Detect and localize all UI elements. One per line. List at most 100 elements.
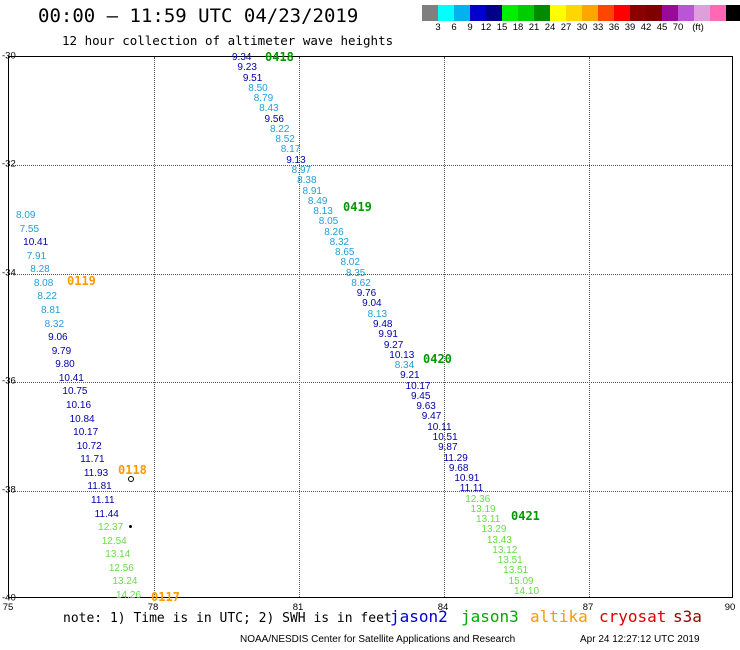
color-scale-tick: 39 bbox=[624, 22, 636, 33]
wave-height-value: 9.45 bbox=[410, 390, 431, 402]
color-swatch bbox=[662, 5, 678, 21]
wave-height-value: 8.32 bbox=[329, 236, 350, 248]
color-scale-tick: 45 bbox=[656, 22, 668, 33]
wave-height-value: 13.11 bbox=[476, 514, 501, 526]
wave-height-value: 8.79 bbox=[253, 93, 274, 105]
wave-height-value: 8.65 bbox=[335, 247, 355, 259]
color-scale-tick: 33 bbox=[592, 22, 604, 33]
latitude-label: -38 bbox=[2, 484, 16, 496]
wave-height-value: 10.17 bbox=[73, 427, 99, 439]
latitude-gridline bbox=[9, 273, 732, 275]
wave-height-value: 9.79 bbox=[51, 345, 72, 357]
wave-height-value: 9.13 bbox=[286, 154, 306, 166]
color-swatch bbox=[710, 5, 726, 21]
wave-height-value: 10.17 bbox=[405, 380, 431, 392]
wave-height-value: 8.13 bbox=[367, 308, 388, 320]
wave-height-value: 10.75 bbox=[62, 386, 88, 398]
legend-cryosat: cryosat bbox=[599, 607, 667, 626]
wave-height-value: 10.91 bbox=[454, 473, 480, 485]
wave-height-value: 12.37 bbox=[98, 522, 124, 534]
wave-height-value: 10.41 bbox=[23, 237, 49, 249]
wave-height-value: 9.51 bbox=[242, 72, 263, 84]
wave-height-value: 12.54 bbox=[101, 535, 127, 547]
wave-height-value: 13.51 bbox=[497, 555, 523, 567]
color-scale-tick: 15 bbox=[496, 22, 508, 33]
wave-height-value: 8.22 bbox=[37, 291, 57, 303]
wave-height-value: 8.09 bbox=[16, 210, 36, 221]
wave-height-value: 13.19 bbox=[470, 503, 496, 515]
color-swatch bbox=[646, 5, 662, 21]
color-swatch bbox=[550, 5, 566, 21]
wave-height-value: 13.51 bbox=[503, 565, 529, 577]
color-swatch bbox=[422, 5, 438, 21]
wave-height-value: 8.22 bbox=[269, 123, 290, 135]
wave-height-value: 11.81 bbox=[87, 481, 112, 493]
color-swatch bbox=[534, 5, 550, 21]
wave-height-value: 9.04 bbox=[362, 298, 382, 310]
wave-height-value: 8.50 bbox=[248, 82, 268, 94]
longitude-label: 78 bbox=[147, 602, 159, 613]
longitude-label: 90 bbox=[724, 602, 736, 613]
wave-height-value: 8.08 bbox=[33, 277, 54, 289]
map-frame bbox=[8, 56, 733, 598]
color-scale-bar bbox=[422, 5, 740, 21]
wave-height-value: 10.16 bbox=[66, 400, 92, 411]
wave-height-value: 9.80 bbox=[55, 359, 75, 371]
color-swatch bbox=[614, 5, 630, 21]
latitude-label: -34 bbox=[2, 267, 16, 279]
latitude-gridline bbox=[9, 165, 732, 167]
wave-height-value: 8.35 bbox=[345, 267, 366, 279]
wave-height-value: 9.87 bbox=[438, 442, 458, 454]
pass-time-label: 0418 bbox=[265, 50, 294, 64]
wave-height-value: 8.97 bbox=[291, 164, 312, 176]
wave-height-value: 11.93 bbox=[83, 467, 109, 479]
wave-height-value: 10.84 bbox=[69, 413, 95, 425]
wave-height-value: 13.12 bbox=[492, 544, 518, 556]
color-scale-tick: 30 bbox=[576, 22, 588, 33]
color-scale-tick: 36 bbox=[608, 22, 620, 33]
wave-height-value: 14.10 bbox=[514, 586, 540, 597]
color-swatch bbox=[470, 5, 486, 21]
wave-height-value: 8.26 bbox=[324, 226, 344, 238]
color-swatch bbox=[726, 5, 740, 21]
pass-time-label: 0119 bbox=[67, 274, 96, 288]
wave-height-value: 10.11 bbox=[427, 421, 452, 433]
color-swatch bbox=[678, 5, 694, 21]
wave-height-value: 9.63 bbox=[416, 401, 436, 413]
color-swatch bbox=[566, 5, 582, 21]
wave-height-value: 7.91 bbox=[26, 250, 47, 262]
wave-height-value: 8.13 bbox=[313, 206, 333, 218]
wave-height-value: 8.81 bbox=[41, 305, 61, 316]
altika-marker bbox=[128, 476, 134, 482]
wave-height-value: 8.32 bbox=[44, 318, 65, 330]
color-swatch bbox=[518, 5, 534, 21]
wave-height-value: 13.43 bbox=[486, 534, 512, 546]
latitude-label: -32 bbox=[2, 158, 16, 170]
color-scale-tick: 3 bbox=[435, 22, 441, 33]
wave-height-value: 11.44 bbox=[94, 508, 119, 520]
longitude-label: 84 bbox=[437, 602, 449, 613]
color-scale-tick: 6 bbox=[451, 22, 457, 33]
wave-height-value: 8.91 bbox=[302, 185, 322, 197]
wave-height-value: 9.91 bbox=[378, 329, 398, 341]
map-title: 00:00 – 11:59 UTC 04/23/2019 bbox=[38, 5, 359, 27]
longitude-label: 81 bbox=[292, 602, 304, 613]
color-scale-tick: 24 bbox=[544, 22, 556, 33]
wave-height-value: 10.72 bbox=[76, 440, 102, 452]
altika-marker bbox=[129, 525, 132, 528]
wave-height-value: 8.62 bbox=[351, 277, 371, 289]
color-scale-tick: 42 bbox=[640, 22, 652, 33]
wave-height-value: 12.56 bbox=[108, 562, 134, 574]
wave-height-value: 9.68 bbox=[448, 462, 469, 474]
wave-height-value: 8.38 bbox=[297, 175, 317, 187]
latitude-gridline bbox=[9, 490, 732, 492]
legend-jason3: jason3 bbox=[461, 607, 519, 626]
wave-height-value: 9.23 bbox=[237, 62, 257, 74]
wave-height-value: 10.41 bbox=[58, 372, 84, 384]
color-scale-tick: 18 bbox=[512, 22, 524, 33]
color-scale-tick: 70 bbox=[672, 22, 684, 33]
wave-height-value: 13.29 bbox=[481, 524, 507, 536]
wave-height-value: 8.02 bbox=[340, 257, 360, 269]
wave-height-value: 11.29 bbox=[443, 452, 468, 464]
wave-height-value: 9.48 bbox=[373, 319, 393, 330]
